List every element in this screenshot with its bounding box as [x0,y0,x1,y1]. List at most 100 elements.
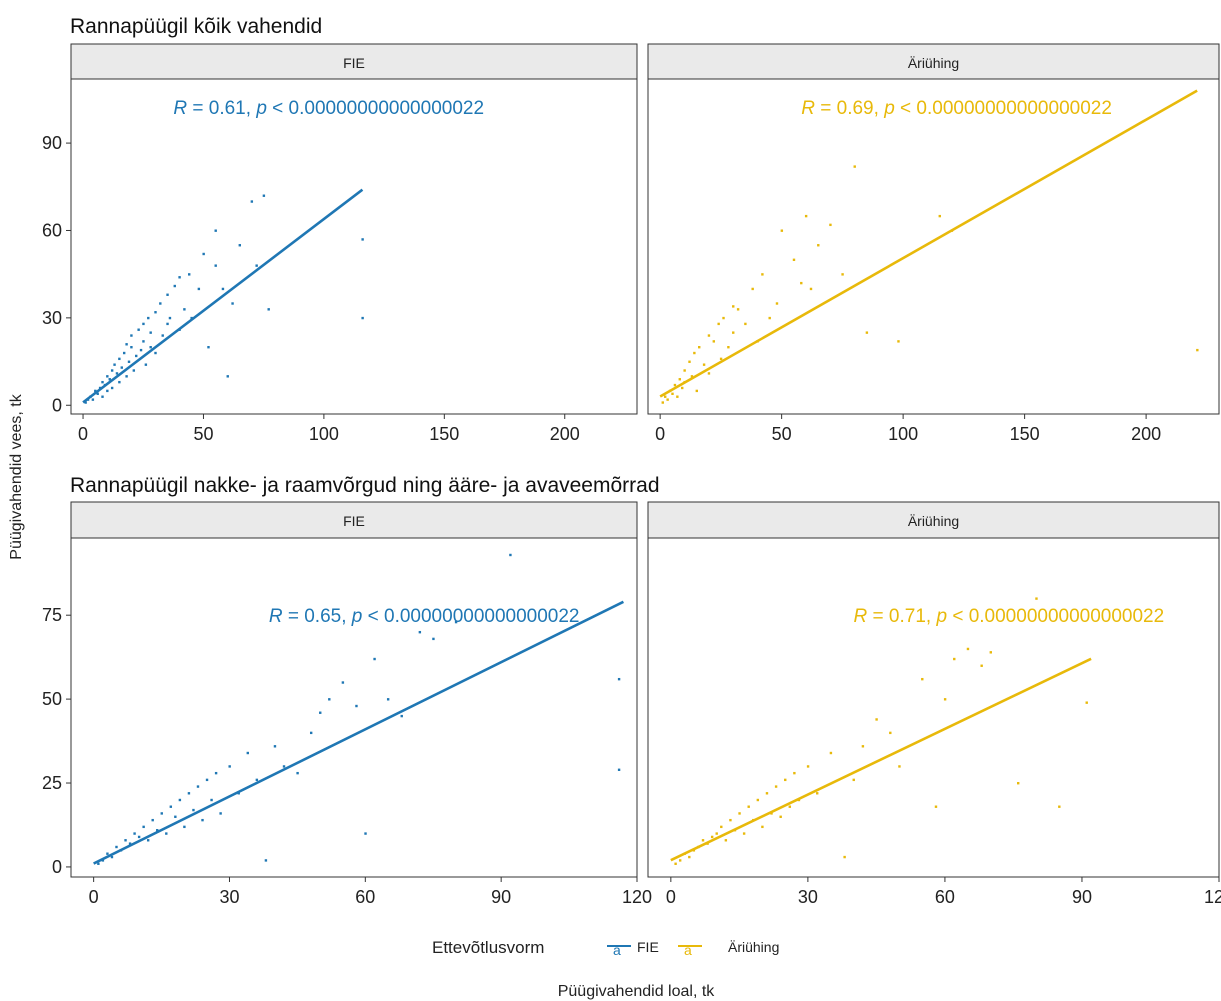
data-point [161,334,164,337]
data-point [183,308,186,311]
data-point [115,372,119,375]
p-symbol: p [883,98,895,119]
data-point [154,351,157,355]
p-value: < 0.00000000000000022 [362,606,579,627]
data-point [113,363,116,366]
data-point [768,316,771,320]
x-tick-label: 50 [193,424,213,444]
data-point [328,698,331,701]
data-point [154,311,157,314]
data-point [226,375,229,378]
data-point [115,845,118,849]
x-tick-label: 0 [666,887,676,907]
r-symbol: R [801,98,815,119]
data-point [921,677,924,681]
data-point [673,383,677,387]
data-point [898,765,901,768]
data-point [386,698,390,701]
x-tick-label: 200 [550,424,580,444]
data-point [693,351,696,355]
data-point [418,630,422,634]
legend-key-ariuhing: a [678,942,702,958]
data-point [841,273,844,276]
fit-line [670,657,1092,862]
data-point [980,664,983,667]
r-symbol: R [854,606,868,627]
data-point [246,751,249,755]
data-point [1196,348,1199,352]
data-point [178,798,182,802]
data-point [255,264,258,267]
data-point [137,835,141,839]
data-point [809,287,813,291]
data-point [817,244,820,247]
fit-line [82,188,364,404]
data-point [214,264,217,267]
data-point [509,553,512,557]
data-point [793,771,796,775]
data-point [683,369,686,372]
y-tick-label: 75 [42,605,62,625]
x-tick-label: 100 [309,424,339,444]
data-point [183,825,186,829]
y-tick-label: 0 [52,857,62,877]
data-point [720,825,723,829]
data-point [744,322,747,326]
x-tick-label: 30 [798,887,818,907]
legend-key-fie-glyph: a [613,942,621,958]
data-point [94,389,97,393]
x-tick-label: 200 [1131,424,1161,444]
data-point [770,812,773,815]
data-point [843,855,846,859]
correlation-annotation: R = 0.71, p < 0.00000000000000022 [854,606,1165,627]
data-point [174,815,177,818]
data-point [780,229,784,232]
y-tick-label: 50 [42,689,62,709]
data-point [678,859,682,862]
data-point [319,711,322,714]
legend-key-ariuhing-glyph: a [684,942,692,958]
data-point [1058,805,1061,808]
data-point [853,165,856,168]
data-point [296,771,299,775]
panel-fie: FIE 0 30 60 90 120 0 25 50 75 R = 0.65, p < 0.0000… [42,501,652,907]
chart-title: Rannapüügil nakke- ja raamvõrgud ning ää… [70,474,660,497]
data-point [875,718,878,721]
legend: Ettevõtlusvorm a FIE a Äriühing [432,938,779,958]
panel-ariuhing: Äriühing 0 50 100 150 200 R = 0.69, p < 0.0000… [647,43,1220,444]
data-point [165,832,168,835]
data-point [106,375,109,378]
p-value: < 0.00000000000000022 [895,98,1112,119]
data-point [865,331,869,334]
data-point [166,322,169,326]
data-point [707,334,711,337]
data-point [219,812,222,815]
data-point [207,346,210,349]
data-point [201,818,204,822]
data-point [264,859,268,862]
data-point [889,731,892,735]
r-symbol: R [173,98,187,119]
data-point [738,812,741,815]
data-point [666,398,669,401]
p-symbol: p [351,606,363,627]
data-point [255,778,259,782]
data-point [861,745,865,748]
data-point [751,287,754,291]
data-point [309,731,313,735]
data-point [934,805,938,808]
facet-strip [70,501,638,539]
data-point [364,832,367,835]
p-value: < 0.00000000000000022 [947,606,1164,627]
data-point [142,340,145,343]
correlation-annotation: R = 0.69, p < 0.00000000000000022 [801,98,1112,119]
data-point [144,363,148,366]
legend-title: Ettevõtlusvorm [432,938,544,957]
data-point [101,380,104,384]
panel-border [70,537,638,878]
data-point [96,392,99,396]
data-point [173,284,176,288]
data-point [756,798,760,802]
data-point [97,862,100,865]
